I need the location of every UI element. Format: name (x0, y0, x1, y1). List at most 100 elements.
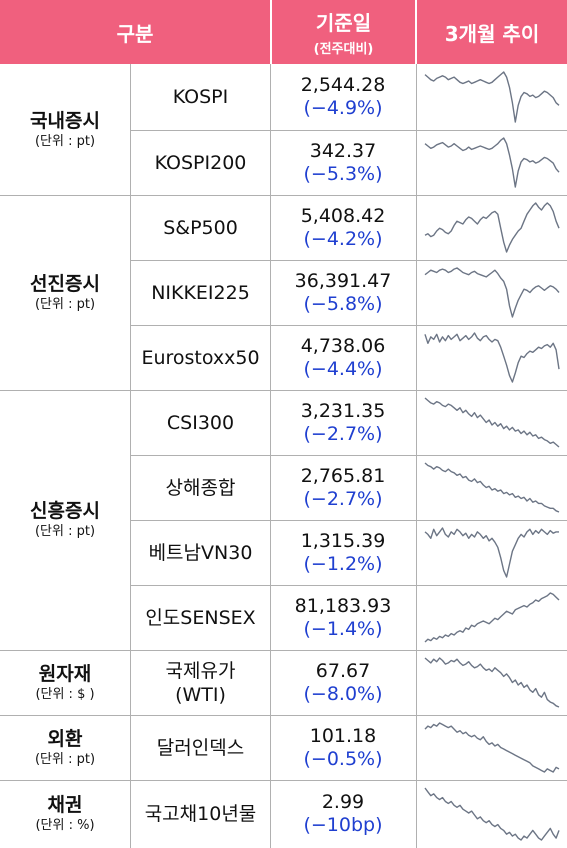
trend-line (424, 137, 560, 188)
row-divider (130, 520, 567, 521)
group-name: 원자재 (38, 662, 92, 685)
header-category-label: 구분 (116, 21, 154, 46)
group-fx: 외환 (단위 : pt) (0, 715, 130, 780)
item-name: 국제유가 (WTI) (165, 659, 236, 706)
item-value: 1,315.39 (−1.2%) (271, 520, 415, 585)
trend-line (424, 332, 560, 383)
item-name: 상해종합 (165, 476, 236, 499)
reference-value: 5,408.42 (300, 204, 386, 227)
group-unit: (단위 : $ ) (35, 686, 95, 702)
item-name: 달러인덱스 (156, 736, 245, 759)
reference-value: 342.37 (309, 139, 377, 162)
row-divider (130, 325, 567, 326)
item-value: 5,408.42 (−4.2%) (271, 195, 415, 260)
group-commodity: 원자재 (단위 : $ ) (0, 650, 130, 715)
row-divider (130, 130, 567, 131)
column-divider (416, 64, 417, 848)
trend-sparkline (424, 71, 560, 123)
reference-value: 2,765.81 (300, 464, 386, 487)
group-emerging: 신흥증시 (단위 : pt) (0, 390, 130, 650)
header-trend-label: 3개월 추이 (444, 21, 540, 46)
group-unit: (단위 : pt) (34, 133, 96, 149)
table-header: 구분 기준일 (전주대비) 3개월 추이 (0, 0, 567, 64)
reference-value: 2.99 (321, 791, 365, 813)
item-name: 국고채10년물 (144, 803, 257, 825)
header-reference-date: 기준일 (전주대비) (272, 0, 415, 64)
reference-value: 1,315.39 (300, 529, 386, 552)
trend-sparkline (424, 332, 560, 383)
group-divider (0, 650, 567, 651)
reference-value: 36,391.47 (294, 269, 392, 292)
item-value: 101.18 (−0.5%) (271, 715, 415, 780)
row-divider (130, 585, 567, 586)
trend-sparkline (424, 267, 560, 318)
reference-value: 2,544.28 (300, 74, 386, 96)
weekly-change: (−5.3%) (303, 162, 383, 185)
trend-line (424, 592, 560, 643)
item-value: 36,391.47 (−5.8%) (271, 260, 415, 325)
trend-sparkline (424, 527, 559, 578)
trend-line (424, 71, 560, 123)
trend-line (424, 397, 560, 448)
trend-sparkline (424, 202, 560, 253)
reference-value: 3,231.35 (300, 399, 386, 422)
item-value: 4,738.06 (−4.4%) (271, 325, 415, 390)
trend-line (424, 657, 560, 708)
trend-line (424, 202, 560, 253)
group-divider (0, 195, 567, 196)
weekly-change: (−1.2%) (303, 552, 383, 575)
item-name: S&P500 (163, 216, 238, 239)
column-divider (270, 64, 271, 848)
item-value: 3,231.35 (−2.7%) (271, 390, 415, 455)
column-divider (130, 64, 131, 848)
item-name: KOSPI200 (154, 151, 247, 174)
trend-line (424, 527, 559, 578)
trend-sparkline (424, 462, 560, 513)
group-unit: (단위 : pt) (34, 751, 96, 767)
item-name: Eurostoxx50 (141, 346, 260, 369)
group-name: 신흥증시 (30, 500, 100, 522)
header-divider (270, 0, 272, 64)
item-name: CSI300 (166, 411, 235, 434)
weekly-change: (−4.4%) (303, 357, 383, 380)
trend-sparkline (424, 397, 560, 448)
weekly-change: (−8.0%) (303, 682, 383, 705)
group-name: 외환 (47, 727, 83, 750)
weekly-change: (−4.9%) (303, 97, 383, 119)
item-value: 81,183.93 (−1.4%) (271, 585, 415, 650)
group-bond: 채권 (단위 : %) (0, 780, 130, 848)
item-value: 2.99 (−10bp) (271, 780, 415, 848)
item-name: 인도SENSEX (145, 606, 256, 629)
item-name: 베트남VN30 (148, 541, 253, 564)
group-name: 선진증시 (30, 272, 100, 295)
trend-line (424, 267, 560, 318)
trend-sparkline (424, 722, 560, 773)
header-category: 구분 (0, 0, 270, 64)
trend-line (424, 787, 560, 841)
group-unit: (단위 : pt) (34, 296, 96, 312)
group-divider (0, 390, 567, 391)
weekly-change: (−4.2%) (303, 227, 383, 250)
trend-sparkline (424, 787, 560, 841)
row-divider (130, 260, 567, 261)
group-domestic: 국내증시 (단위 : pt) (0, 64, 130, 195)
group-unit: (단위 : %) (35, 818, 95, 833)
weekly-change: (−2.7%) (303, 422, 383, 445)
weekly-change: (−5.8%) (303, 292, 383, 315)
trend-sparkline (424, 592, 560, 643)
reference-value: 67.67 (315, 659, 371, 682)
item-value: 2,544.28 (−4.9%) (271, 64, 415, 130)
group-name: 국내증시 (30, 109, 100, 132)
item-value: 2,765.81 (−2.7%) (271, 455, 415, 520)
reference-value: 101.18 (309, 724, 377, 747)
header-weekly-change-label: (전주대비) (313, 42, 374, 57)
trend-line (424, 462, 560, 513)
trend-line (424, 722, 560, 773)
trend-sparkline (424, 137, 560, 188)
weekly-change: (−10bp) (303, 814, 383, 836)
item-value: 67.67 (−8.0%) (271, 650, 415, 715)
reference-value: 81,183.93 (294, 594, 392, 617)
group-developed: 선진증시 (단위 : pt) (0, 195, 130, 390)
group-divider (0, 780, 567, 781)
row-divider (130, 455, 567, 456)
